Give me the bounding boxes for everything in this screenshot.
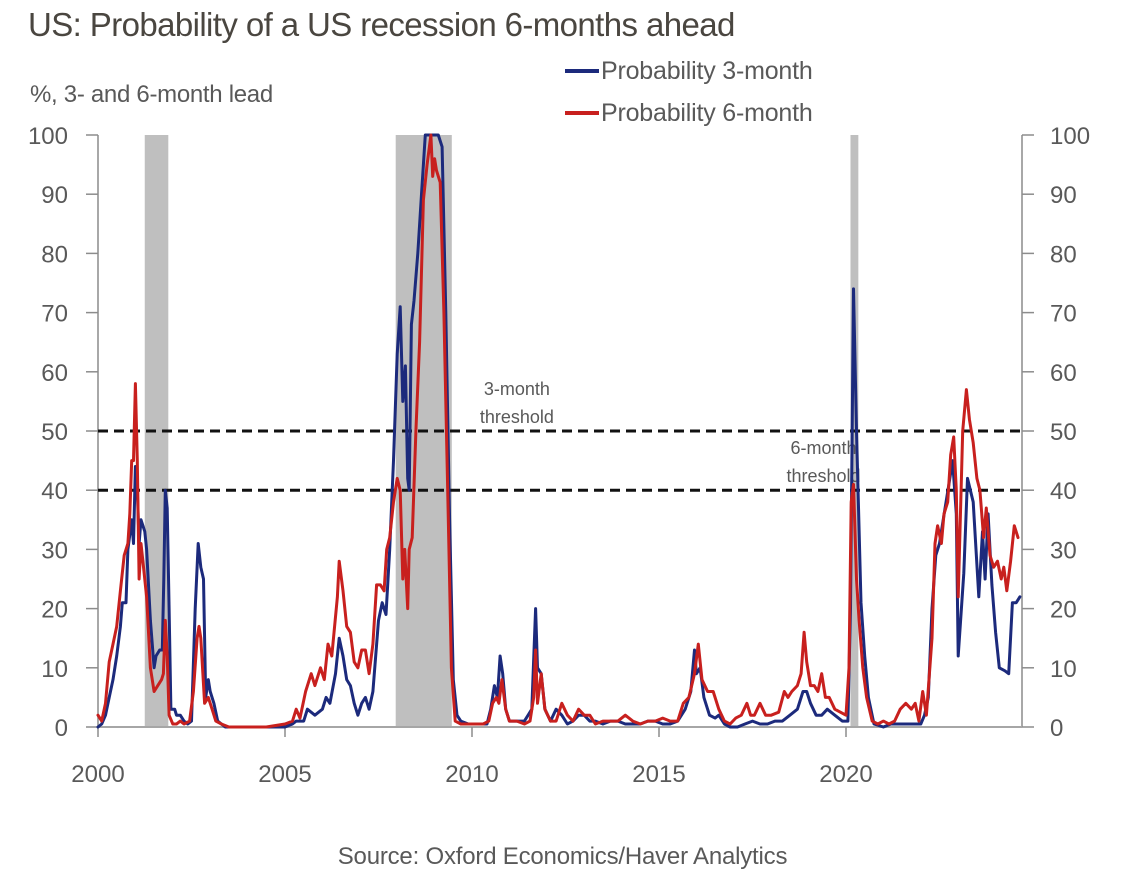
threshold-label-line: threshold	[787, 466, 861, 486]
legend-label-6-month: Probability 6-month	[601, 98, 813, 127]
left-y-tick-label: 60	[41, 360, 68, 387]
right-y-tick-label: 10	[1050, 656, 1077, 683]
x-tick-label: 2000	[71, 761, 124, 788]
threshold-label-line: threshold	[480, 407, 554, 427]
right-y-tick-label: 30	[1050, 537, 1077, 564]
chart-title: US: Probability of a US recession 6-mont…	[28, 6, 735, 43]
right-y-tick-label: 90	[1050, 182, 1077, 209]
left-y-tick-label: 10	[41, 656, 68, 683]
series-line-6-month	[96, 133, 1020, 729]
x-tick-label: 2005	[258, 761, 311, 788]
threshold-label-50: 3-month threshold	[480, 379, 554, 427]
x-tick-label: 2010	[445, 761, 498, 788]
right-y-tick-label: 60	[1050, 360, 1077, 387]
legend-item-6-month: Probability 6-month	[565, 98, 813, 128]
threshold-lines: 3-month threshold 6-month threshold	[98, 379, 1022, 492]
left-y-tick-label: 90	[41, 182, 68, 209]
x-tick-label: 2020	[819, 761, 872, 788]
left-y-tick-label: 20	[41, 597, 68, 624]
source-note: Source: Oxford Economics/Haver Analytics	[337, 843, 788, 870]
legend-item-3-month: Probability 3-month	[565, 56, 813, 86]
threshold-label-line: 3-month	[484, 379, 550, 399]
left-y-tick-label: 70	[41, 301, 68, 328]
series-line-3-month	[96, 133, 1022, 729]
legend-swatch-3-month	[565, 69, 599, 73]
left-y-tick-label: 30	[41, 537, 68, 564]
series-lines	[96, 133, 1022, 729]
threshold-label-line: 6-month	[791, 438, 857, 458]
left-y-tick-label: 100	[28, 123, 68, 150]
right-y-tick-label: 20	[1050, 597, 1077, 624]
right-y-tick-label: 70	[1050, 301, 1077, 328]
right-y-tick-label: 80	[1050, 241, 1077, 268]
right-y-tick-label: 50	[1050, 419, 1077, 446]
threshold-label-40: 6-month threshold	[787, 438, 861, 486]
left-y-tick-label: 0	[55, 715, 68, 742]
legend-label-3-month: Probability 3-month	[601, 56, 813, 85]
left-y-tick-label: 50	[41, 419, 68, 446]
legend-swatch-6-month	[565, 111, 599, 115]
right-y-tick-label: 0	[1050, 715, 1063, 742]
y-axis-unit-label: %, 3- and 6-month lead	[30, 81, 273, 108]
right-y-tick-label: 100	[1050, 123, 1090, 150]
x-tick-label: 2015	[632, 761, 685, 788]
legend: Probability 3-month Probability 6-month	[565, 56, 813, 140]
right-y-tick-label: 40	[1050, 478, 1077, 505]
left-y-tick-label: 40	[41, 478, 68, 505]
left-y-tick-label: 80	[41, 241, 68, 268]
